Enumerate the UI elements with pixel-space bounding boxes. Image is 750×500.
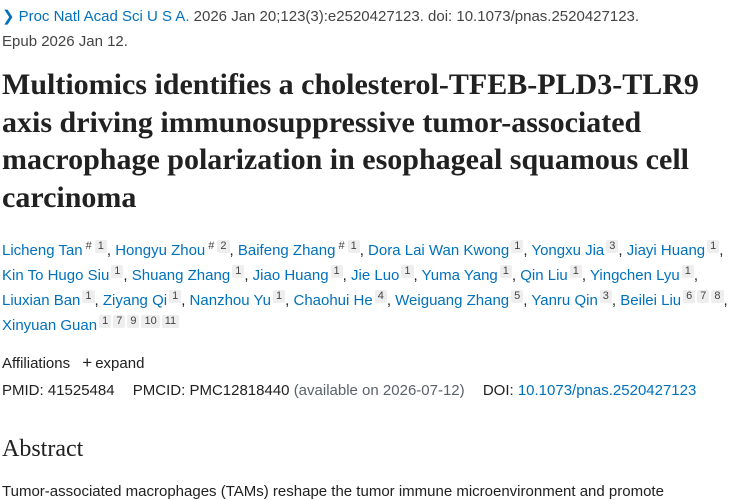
author: Ziyang Qi 1 xyxy=(102,290,182,309)
affiliation-ref[interactable]: 1 xyxy=(330,265,343,278)
author: Licheng Tan #1 xyxy=(2,240,107,259)
affiliation-ref[interactable]: 9 xyxy=(127,315,140,328)
affiliation-ref[interactable]: 5 xyxy=(511,290,524,303)
author: Jiao Huang 1 xyxy=(252,265,343,284)
affiliation-ref[interactable]: 2 xyxy=(217,240,230,253)
equal-contribution-mark: # xyxy=(338,240,345,252)
pmid-label: PMID: xyxy=(2,382,44,399)
author-link[interactable]: Jie Luo xyxy=(351,267,400,284)
author: Yuma Yang 1 xyxy=(421,265,512,284)
author-link[interactable]: Yongxu Jia xyxy=(531,242,605,259)
affiliation-ref[interactable]: 10 xyxy=(141,315,160,328)
plus-icon: + xyxy=(82,353,93,372)
pmcid-value: PMC12818440 xyxy=(189,382,290,399)
author: Beilei Liu 6 7 8 xyxy=(620,290,724,309)
chevron-right-icon[interactable]: ❯ xyxy=(2,8,15,25)
author: Liuxian Ban 1 xyxy=(2,290,95,309)
author-link[interactable]: Weiguang Zhang xyxy=(395,292,510,309)
affiliation-ref[interactable]: 1 xyxy=(511,240,524,253)
author: Chaohui He 4 xyxy=(293,290,387,309)
affiliation-ref[interactable]: 1 xyxy=(707,240,720,253)
affiliation-ref[interactable]: 3 xyxy=(599,290,612,303)
identifiers: PMID: 41525484 PMCID: PMC12818440 (avail… xyxy=(2,382,696,399)
affiliation-ref[interactable]: 1 xyxy=(499,265,512,278)
affiliation-ref[interactable]: 8 xyxy=(711,290,724,303)
expand-affiliations-button[interactable]: + expand xyxy=(74,353,145,372)
affiliation-ref[interactable]: 7 xyxy=(113,315,126,328)
author-link[interactable]: Hongyu Zhou xyxy=(115,242,206,259)
pmcid-availability: (available on 2026-07-12) xyxy=(293,382,465,399)
affiliation-ref[interactable]: 3 xyxy=(606,240,619,253)
journal-link[interactable]: Proc Natl Acad Sci U S A. xyxy=(18,8,190,25)
author: Weiguang Zhang 5 xyxy=(395,290,524,309)
author: Yingchen Lyu 1 xyxy=(589,265,694,284)
author-link[interactable]: Ziyang Qi xyxy=(102,292,168,309)
affiliation-ref[interactable]: 4 xyxy=(374,290,387,303)
affiliation-ref[interactable]: 1 xyxy=(401,265,414,278)
author: Baifeng Zhang #1 xyxy=(237,240,360,259)
author-link[interactable]: Yanru Qin xyxy=(531,292,598,309)
affiliation-ref[interactable]: 1 xyxy=(99,315,112,328)
author-link[interactable]: Beilei Liu xyxy=(620,292,682,309)
affiliation-ref[interactable]: 6 xyxy=(683,290,696,303)
author: Jiayi Huang 1 xyxy=(626,240,720,259)
author: Hongyu Zhou #2 xyxy=(115,240,230,259)
pmid-value: 41525484 xyxy=(47,382,115,399)
affiliations-label: Affiliations xyxy=(2,355,71,372)
citation: ❯ Proc Natl Acad Sci U S A. 2026 Jan 20;1… xyxy=(2,4,742,54)
affiliation-ref[interactable]: 1 xyxy=(347,240,360,253)
doi-label: DOI: xyxy=(482,382,514,399)
author: Dora Lai Wan Kwong 1 xyxy=(368,240,524,259)
author: Xinyuan Guan 1 7 9 10 11 xyxy=(2,315,180,334)
doi-link[interactable]: 10.1073/pnas.2520427123 xyxy=(517,382,697,399)
authors-list: Licheng Tan #1, Hongyu Zhou #2, Baifeng Zh… xyxy=(2,240,728,334)
author: Kin To Hugo Siu 1 xyxy=(2,265,124,284)
affiliation-ref[interactable]: 1 xyxy=(569,265,582,278)
pmcid-label: PMCID: xyxy=(132,382,186,399)
author-link[interactable]: Nanzhou Yu xyxy=(189,292,272,309)
author-link[interactable]: Yingchen Lyu xyxy=(589,267,680,284)
affiliation-ref[interactable]: 1 xyxy=(169,290,182,303)
author-link[interactable]: Xinyuan Guan xyxy=(2,317,98,334)
affiliation-ref[interactable]: 1 xyxy=(273,290,286,303)
affiliation-ref[interactable]: 11 xyxy=(161,315,180,328)
author-link[interactable]: Jiao Huang xyxy=(252,267,329,284)
author-link[interactable]: Jiayi Huang xyxy=(626,242,706,259)
author-link[interactable]: Chaohui He xyxy=(293,292,373,309)
affiliation-ref[interactable]: 7 xyxy=(697,290,710,303)
equal-contribution-mark: # xyxy=(208,240,215,252)
author-link[interactable]: Kin To Hugo Siu xyxy=(2,267,110,284)
author-link[interactable]: Qin Liu xyxy=(520,267,568,284)
expand-label: expand xyxy=(95,355,145,372)
author: Nanzhou Yu 1 xyxy=(189,290,286,309)
affiliation-ref[interactable]: 1 xyxy=(681,265,694,278)
affiliation-ref[interactable]: 1 xyxy=(111,265,124,278)
author: Jie Luo 1 xyxy=(351,265,414,284)
affiliation-ref[interactable]: 1 xyxy=(82,290,95,303)
author: Shuang Zhang 1 xyxy=(131,265,245,284)
author-link[interactable]: Shuang Zhang xyxy=(131,267,231,284)
article-title: Multiomics identifies a cholesterol-TFEB… xyxy=(2,68,699,214)
abstract-text: Tumor-associated macrophages (TAMs) resh… xyxy=(2,483,664,500)
equal-contribution-mark: # xyxy=(85,240,92,252)
affiliation-ref[interactable]: 1 xyxy=(94,240,107,253)
author: Yongxu Jia 3 xyxy=(531,240,619,259)
author-link[interactable]: Dora Lai Wan Kwong xyxy=(368,242,510,259)
author-link[interactable]: Liuxian Ban xyxy=(2,292,81,309)
affiliation-ref[interactable]: 1 xyxy=(232,265,245,278)
author-link[interactable]: Yuma Yang xyxy=(421,267,498,284)
author: Qin Liu 1 xyxy=(520,265,582,284)
author-link[interactable]: Baifeng Zhang xyxy=(237,242,336,259)
affiliations: Affiliations + expand xyxy=(2,353,144,373)
author: Yanru Qin 3 xyxy=(531,290,612,309)
abstract-heading: Abstract xyxy=(2,436,84,462)
author-link[interactable]: Licheng Tan xyxy=(2,242,83,259)
epub-date: Epub 2026 Jan 12. xyxy=(2,33,128,50)
citation-details: 2026 Jan 20;123(3):e2520427123. doi: 10.… xyxy=(189,8,640,25)
